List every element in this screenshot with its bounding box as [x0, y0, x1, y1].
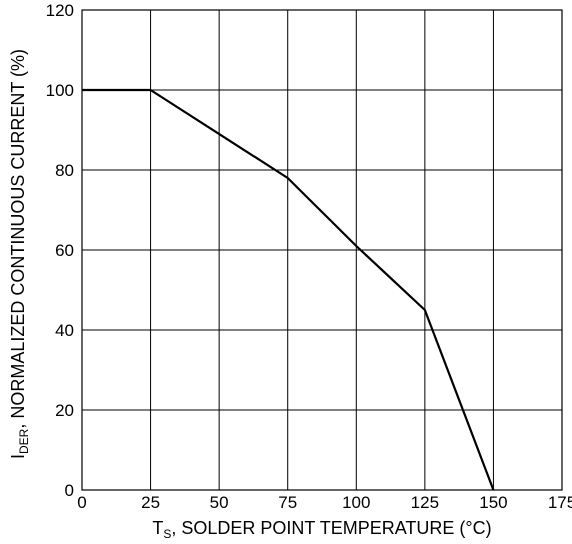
x-tick-label: 0: [77, 493, 86, 512]
x-axis-label: TS, SOLDER POINT TEMPERATURE (°C): [152, 518, 491, 541]
series-line: [82, 88, 495, 491]
plot-frame: [81, 9, 563, 491]
x-tick-label: 100: [342, 493, 370, 512]
x-axis-tick-labels: 0 25 50 75 100 125 150 175: [77, 493, 572, 512]
y-axis-tick-labels: 0 20 40 60 80 100 120: [46, 1, 74, 500]
y-axis-label-symbol: I: [8, 454, 28, 459]
y-axis-label-subscript: DER: [17, 428, 31, 454]
x-axis-label-subscript: S: [163, 527, 171, 541]
y-tick-label: 40: [55, 321, 74, 340]
grid-lines: [82, 10, 562, 490]
y-axis-label-text: , NORMALIZED CONTINUOUS CURRENT (%): [8, 49, 28, 429]
x-tick-label: 175: [548, 493, 572, 512]
x-axis-label-symbol: T: [152, 518, 163, 538]
x-tick-label: 75: [278, 493, 297, 512]
y-axis-label: IDER, NORMALIZED CONTINUOUS CURRENT (%): [8, 49, 31, 459]
x-axis-label-text: , SOLDER POINT TEMPERATURE (°C): [171, 518, 491, 538]
x-tick-label: 125: [411, 493, 439, 512]
x-tick-label: 25: [141, 493, 160, 512]
y-tick-label: 100: [46, 81, 74, 100]
y-tick-label: 0: [65, 481, 74, 500]
y-tick-label: 20: [55, 401, 74, 420]
y-tick-label: 120: [46, 1, 74, 20]
series-group: [82, 88, 495, 491]
y-tick-label: 80: [55, 161, 74, 180]
y-tick-label: 60: [55, 241, 74, 260]
x-tick-label: 150: [479, 493, 507, 512]
x-tick-label: 50: [210, 493, 229, 512]
